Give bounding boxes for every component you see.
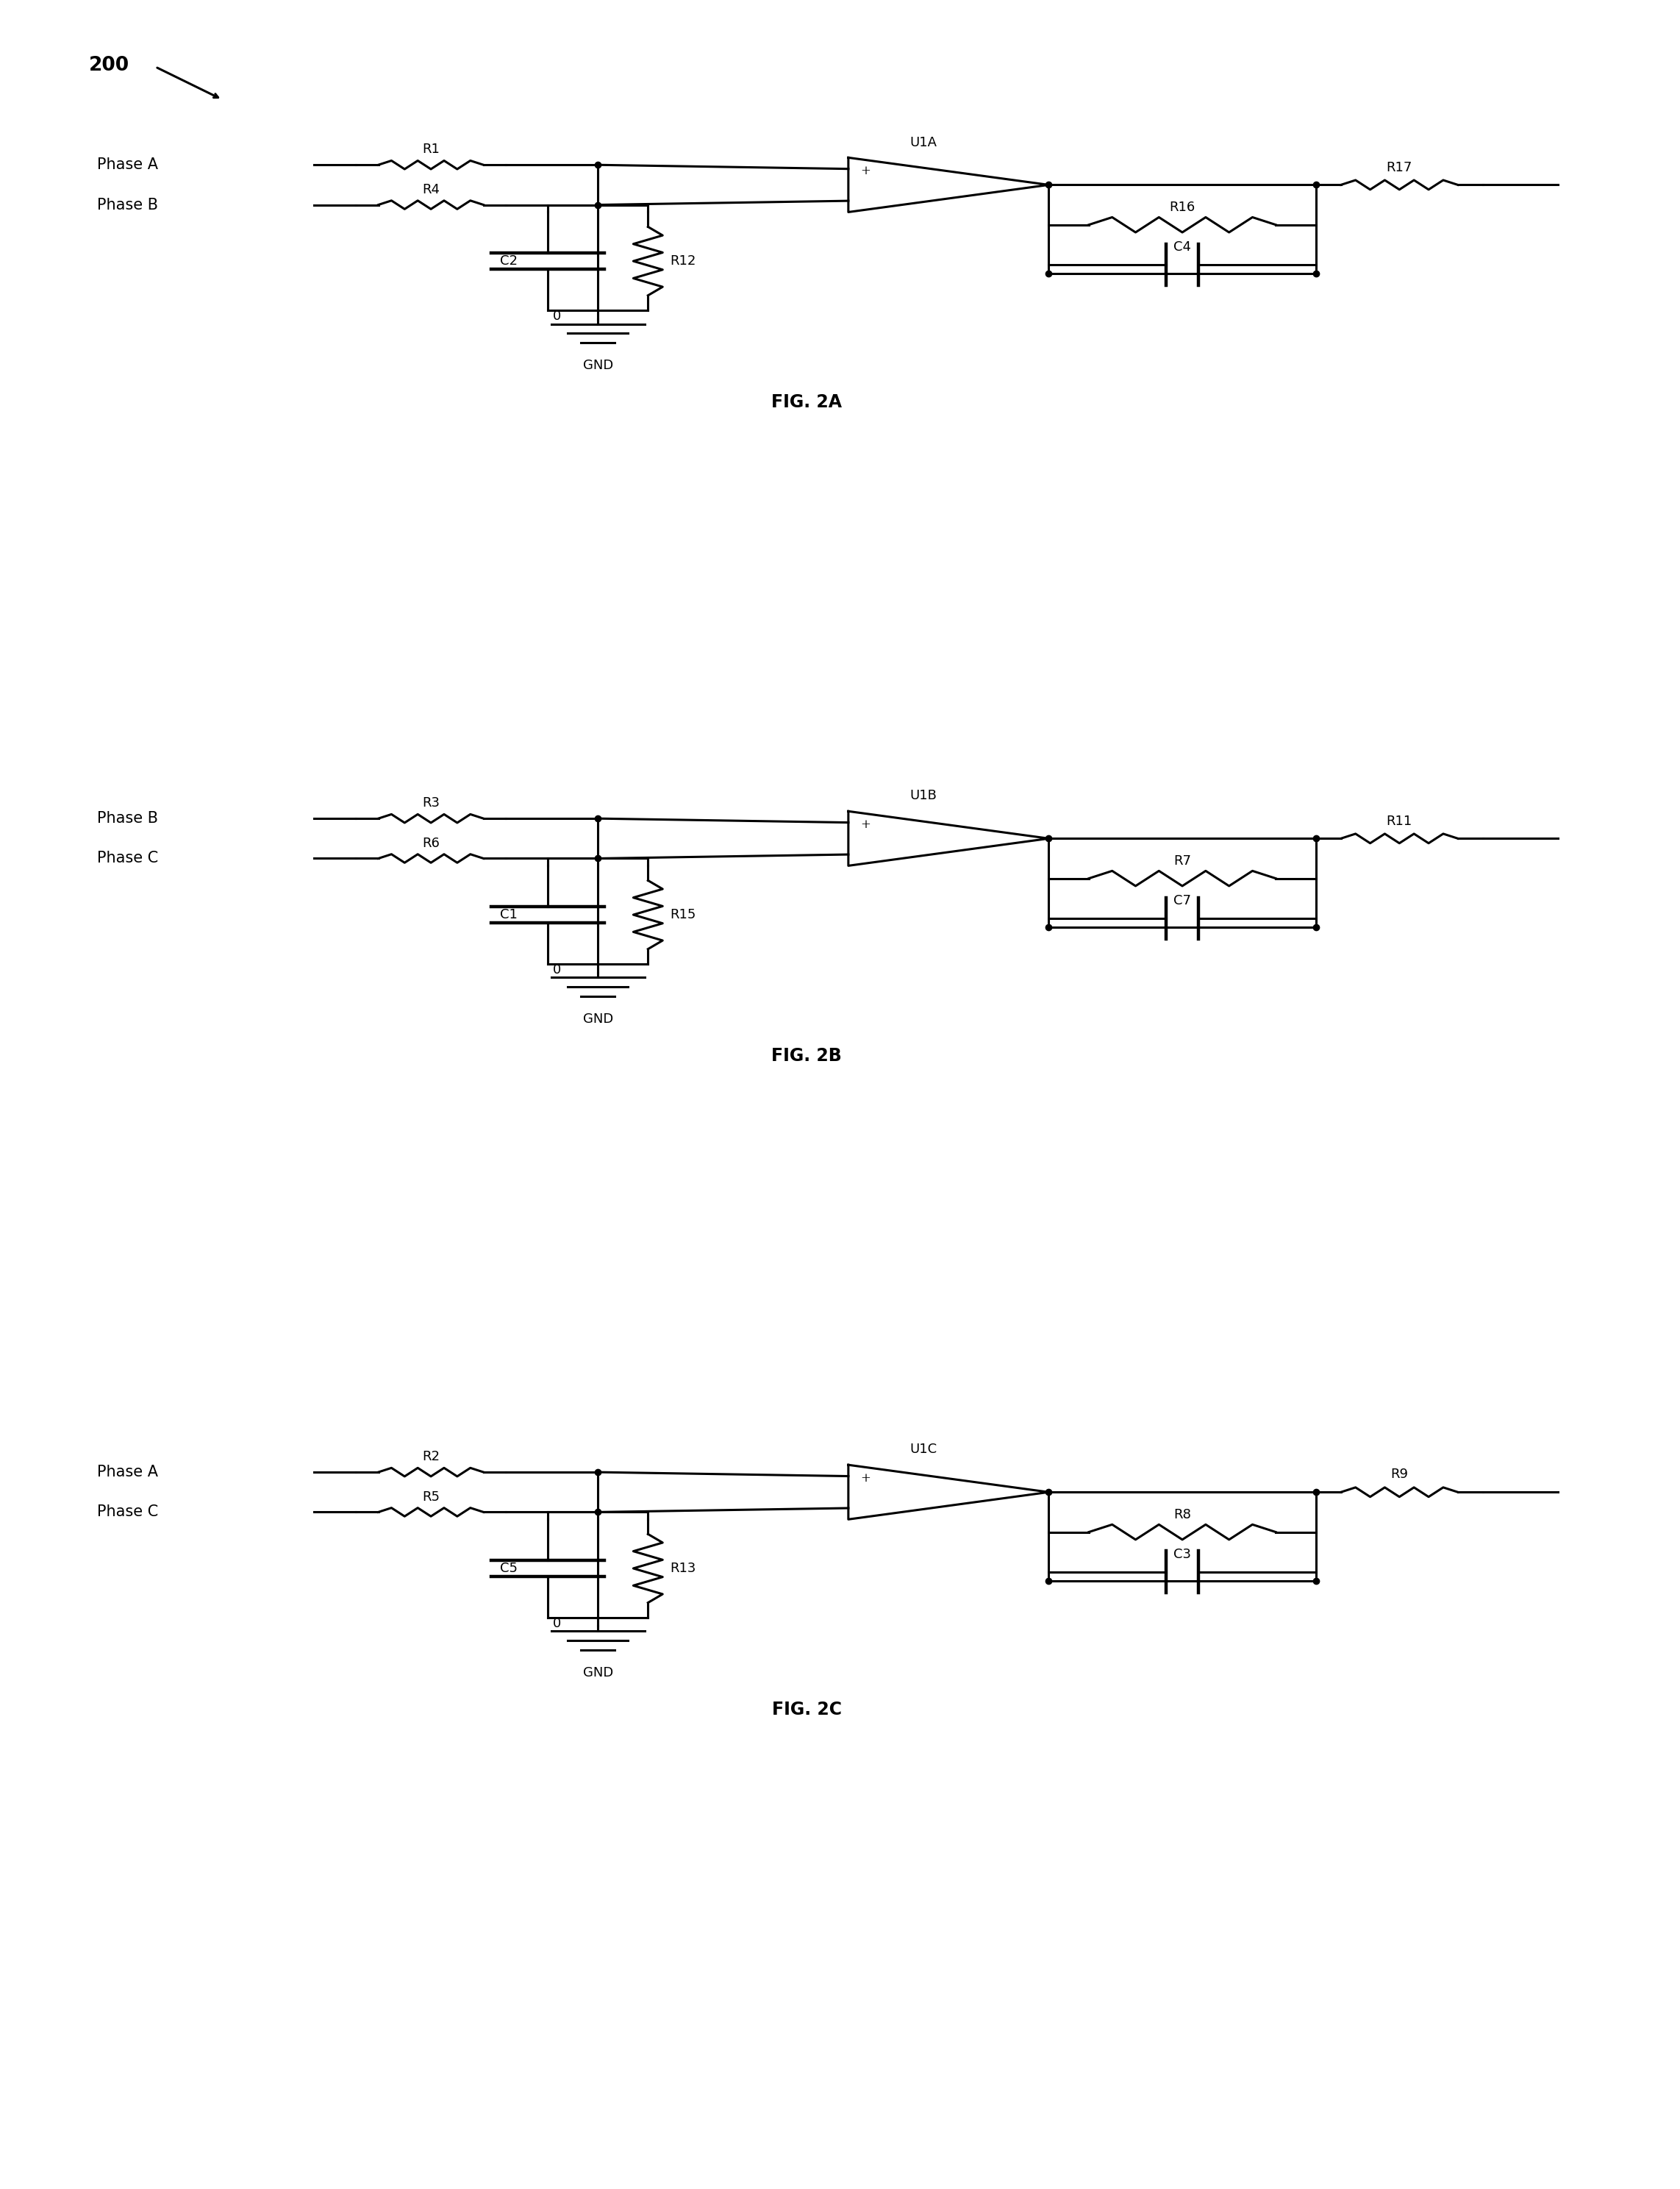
Text: R1: R1 [422,142,440,155]
Text: R13: R13 [670,1561,696,1576]
Text: Phase A: Phase A [97,158,158,173]
Text: C4: C4 [1174,241,1191,254]
Text: R15: R15 [670,908,696,922]
Text: 0: 0 [553,1618,561,1631]
Text: R8: R8 [1174,1508,1191,1521]
Text: R3: R3 [422,797,440,810]
Text: Phase B: Phase B [97,197,158,212]
Text: R9: R9 [1391,1469,1408,1482]
Text: U1C: U1C [911,1443,937,1456]
Text: R12: R12 [670,254,696,267]
Text: FIG. 2B: FIG. 2B [771,1046,842,1064]
Text: +: + [860,164,870,177]
Text: 0: 0 [553,963,561,976]
Text: Phase B: Phase B [97,812,158,825]
Text: 0: 0 [553,309,561,322]
Text: R11: R11 [1386,814,1413,827]
Text: Phase C: Phase C [97,1504,158,1519]
Text: GND: GND [583,1014,613,1027]
Text: R17: R17 [1386,160,1413,173]
Text: Phase C: Phase C [97,852,158,867]
Text: R2: R2 [422,1449,440,1464]
Text: C7: C7 [1174,895,1191,908]
Text: R16: R16 [1169,201,1194,215]
Text: R4: R4 [422,184,440,197]
Text: U1B: U1B [911,790,937,803]
Text: C5: C5 [501,1561,517,1576]
Text: C2: C2 [501,254,517,267]
Text: R6: R6 [422,836,440,849]
Text: FIG. 2C: FIG. 2C [771,1701,842,1718]
Text: Phase A: Phase A [97,1464,158,1480]
Text: GND: GND [583,359,613,372]
Text: FIG. 2A: FIG. 2A [771,394,842,412]
Text: R5: R5 [422,1491,440,1504]
Text: C1: C1 [501,908,517,922]
Text: 200: 200 [89,57,129,74]
Text: C3: C3 [1174,1548,1191,1561]
Text: U1A: U1A [911,136,937,149]
Text: GND: GND [583,1666,613,1679]
Text: R7: R7 [1174,854,1191,867]
Text: +: + [860,1473,870,1484]
Text: +: + [860,819,870,832]
